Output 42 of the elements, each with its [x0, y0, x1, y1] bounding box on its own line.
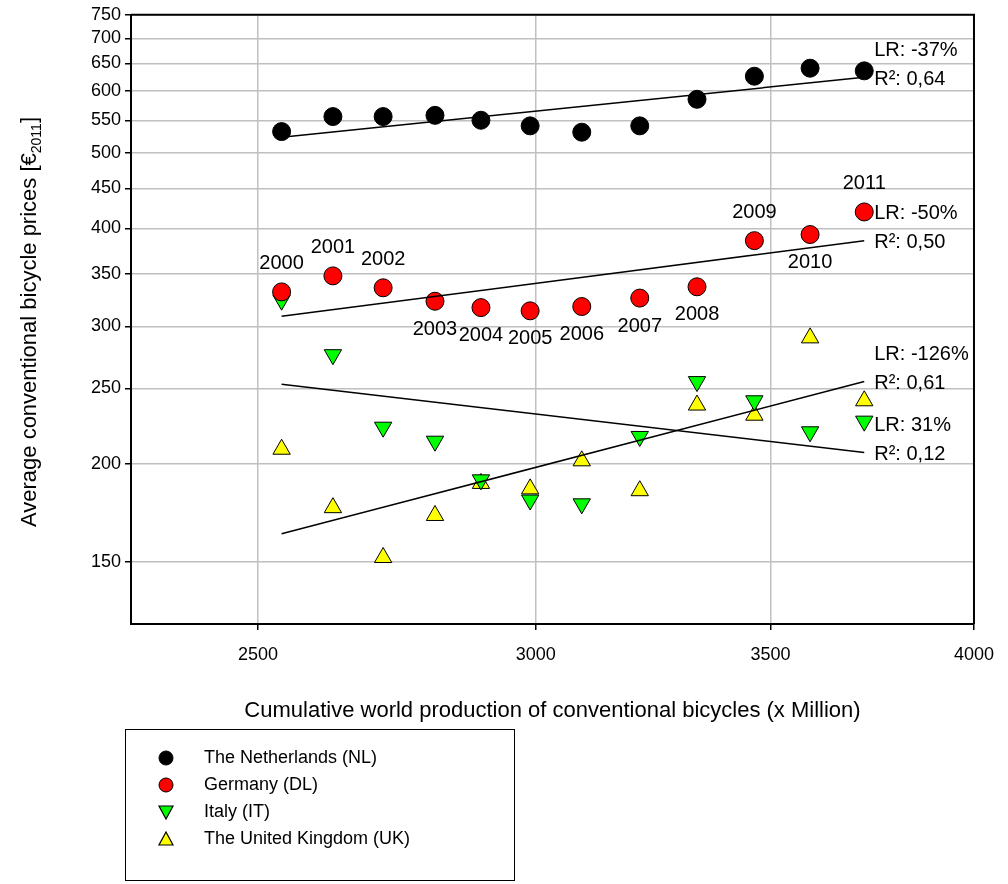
y-tick-label: 350 — [90, 262, 121, 283]
annotation: LR: -50% — [874, 201, 958, 224]
y-tick-label: 650 — [90, 52, 121, 73]
annotation: 2001 — [310, 235, 356, 258]
annotation: 2002 — [360, 247, 406, 270]
annotation: 2008 — [674, 302, 720, 325]
annotation: LR: -37% — [874, 37, 958, 60]
annotation: R²: 0,12 — [874, 442, 946, 465]
y-tick-label: 750 — [90, 3, 121, 24]
y-tick-label: 150 — [90, 550, 121, 571]
annotation: 2000 — [259, 251, 304, 274]
annotation: 2010 — [787, 250, 833, 273]
y-tick-label: 250 — [90, 377, 121, 398]
annotation: LR: 31% — [874, 413, 952, 436]
legend-label: The Netherlands (NL) — [204, 747, 378, 768]
y-tick-label: 200 — [90, 453, 121, 474]
annotation: LR: -126% — [874, 342, 969, 365]
legend-label: The United Kingdom (UK) — [204, 828, 411, 849]
x-tick-label: 2500 — [237, 643, 279, 664]
annotation: 2011 — [842, 171, 886, 194]
y-tick-label: 400 — [90, 217, 121, 238]
y-tick-label: 300 — [90, 315, 121, 336]
annotation: 2009 — [732, 200, 777, 223]
annotation: 2005 — [507, 326, 553, 349]
y-tick-label: 450 — [90, 177, 121, 198]
x-tick-label: 3000 — [515, 643, 556, 664]
annotation: 2003 — [412, 316, 458, 339]
y-tick-label: 700 — [90, 27, 121, 48]
y-tick-label: 550 — [90, 109, 121, 130]
annotation: R²: 0,64 — [874, 66, 946, 89]
x-axis-title: Cumulative world production of conventional bicycles (x Million) — [244, 696, 861, 722]
legend-label: Italy (IT) — [204, 801, 270, 822]
y-tick-label: 600 — [90, 79, 121, 100]
annotation: R²: 0,50 — [874, 230, 946, 253]
annotation: 2004 — [458, 323, 504, 346]
legend-label: Germany (DL) — [204, 774, 319, 795]
x-tick-label: 3500 — [750, 643, 791, 664]
x-tick-label: 4000 — [953, 643, 994, 664]
annotation: 2006 — [559, 322, 605, 345]
annotation: 2007 — [617, 313, 663, 336]
y-tick-label: 500 — [90, 141, 121, 162]
annotation: R²: 0,61 — [874, 371, 946, 394]
